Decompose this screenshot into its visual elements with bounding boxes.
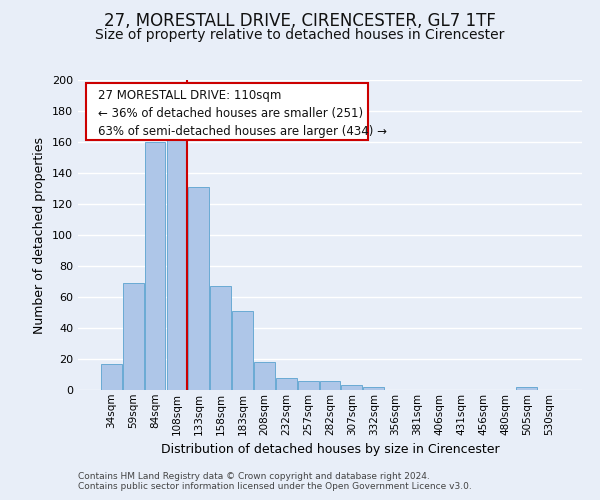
Text: 27, MORESTALL DRIVE, CIRENCESTER, GL7 1TF: 27, MORESTALL DRIVE, CIRENCESTER, GL7 1T… — [104, 12, 496, 30]
Text: ← 36% of detached houses are smaller (251): ← 36% of detached houses are smaller (25… — [98, 107, 363, 120]
Bar — [364, 387, 384, 390]
Bar — [276, 378, 296, 390]
Bar — [101, 364, 122, 390]
Y-axis label: Number of detached properties: Number of detached properties — [34, 136, 46, 334]
Bar — [145, 142, 166, 390]
Bar — [254, 362, 275, 390]
Text: Contains public sector information licensed under the Open Government Licence v3: Contains public sector information licen… — [78, 482, 472, 491]
Bar — [188, 187, 209, 390]
Bar — [232, 311, 253, 390]
Text: 63% of semi-detached houses are larger (434) →: 63% of semi-detached houses are larger (… — [98, 124, 387, 138]
Bar — [167, 138, 187, 390]
Text: Contains HM Land Registry data © Crown copyright and database right 2024.: Contains HM Land Registry data © Crown c… — [78, 472, 430, 481]
Bar — [341, 386, 362, 390]
Bar — [123, 283, 143, 390]
Text: Size of property relative to detached houses in Cirencester: Size of property relative to detached ho… — [95, 28, 505, 42]
Bar — [298, 380, 319, 390]
Bar — [517, 387, 537, 390]
X-axis label: Distribution of detached houses by size in Cirencester: Distribution of detached houses by size … — [161, 443, 499, 456]
Text: 27 MORESTALL DRIVE: 110sqm: 27 MORESTALL DRIVE: 110sqm — [98, 90, 281, 102]
Bar — [320, 380, 340, 390]
Bar — [210, 286, 231, 390]
FancyBboxPatch shape — [86, 83, 368, 140]
